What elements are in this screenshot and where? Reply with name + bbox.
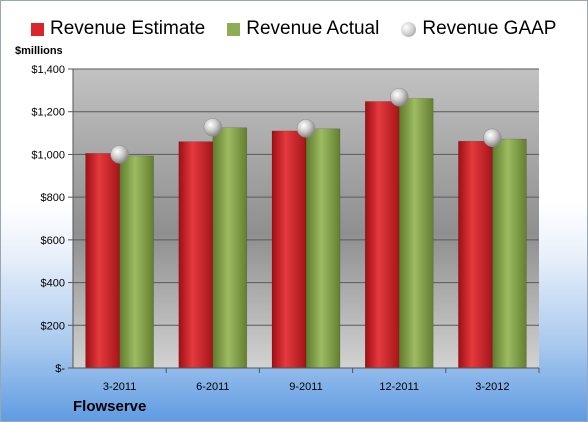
legend-swatch-revenue-gaap (401, 21, 417, 37)
legend-label-revenue-actual: Revenue Actual (246, 18, 380, 39)
y-tick-label: $1,000 (31, 149, 65, 161)
y-tick-label: $- (55, 363, 65, 375)
x-tick-label: 12-2011 (379, 381, 419, 393)
y-tick-label: $400 (41, 278, 65, 290)
legend-swatch-revenue-estimate (31, 22, 44, 36)
y-tick-label: $800 (41, 192, 65, 204)
bar-revenue-estimate (271, 130, 307, 369)
bar-revenue-estimate (85, 153, 120, 369)
legend-label-revenue-gaap: Revenue GAAP (422, 18, 557, 39)
legend-label-revenue-estimate: Revenue Estimate (50, 18, 206, 39)
gaap-markers (110, 87, 502, 164)
x-tick-label: 6-2011 (196, 381, 229, 393)
marker-revenue-gaap (110, 145, 129, 164)
x-tick-label: 3-2012 (475, 381, 509, 393)
y-tick-label: $200 (41, 320, 65, 332)
marker-revenue-gaap (296, 119, 316, 138)
bar-revenue-actual (492, 138, 527, 369)
bars (85, 98, 527, 369)
legend-item-revenue-actual: Revenue Actual (227, 18, 379, 40)
y-axis-unit-label: $millions (15, 45, 63, 57)
bar-revenue-estimate (178, 141, 214, 369)
bar-revenue-actual (398, 98, 434, 369)
y-axis: $- $200 $400 $600 $800 $1,000 $1,200 $1,400 (31, 64, 74, 375)
bar-revenue-actual (212, 127, 248, 369)
bar-revenue-estimate (458, 140, 493, 369)
marker-revenue-gaap (483, 128, 502, 148)
y-tick-label: $1,200 (31, 107, 65, 119)
company-name: Flowserve (73, 398, 147, 415)
bar-revenue-actual (119, 155, 154, 369)
x-tick-label: 3-2011 (103, 381, 136, 393)
legend-item-revenue-gaap: Revenue GAAP (401, 18, 556, 40)
legend: Revenue Estimate Revenue Actual Revenue … (31, 17, 578, 41)
y-tick-label: $600 (41, 235, 65, 247)
marker-revenue-gaap (389, 87, 409, 107)
marker-revenue-gaap (203, 118, 223, 137)
bar-revenue-actual (305, 128, 341, 369)
y-tick-label: $1,400 (31, 64, 65, 76)
legend-swatch-revenue-actual (227, 22, 241, 36)
x-axis: 3-2011 6-2011 9-2011 12-2011 3-2012 (73, 367, 540, 393)
legend-item-revenue-estimate: Revenue Estimate (31, 18, 205, 40)
x-tick-label: 9-2011 (289, 381, 322, 393)
bar-revenue-estimate (364, 101, 400, 369)
